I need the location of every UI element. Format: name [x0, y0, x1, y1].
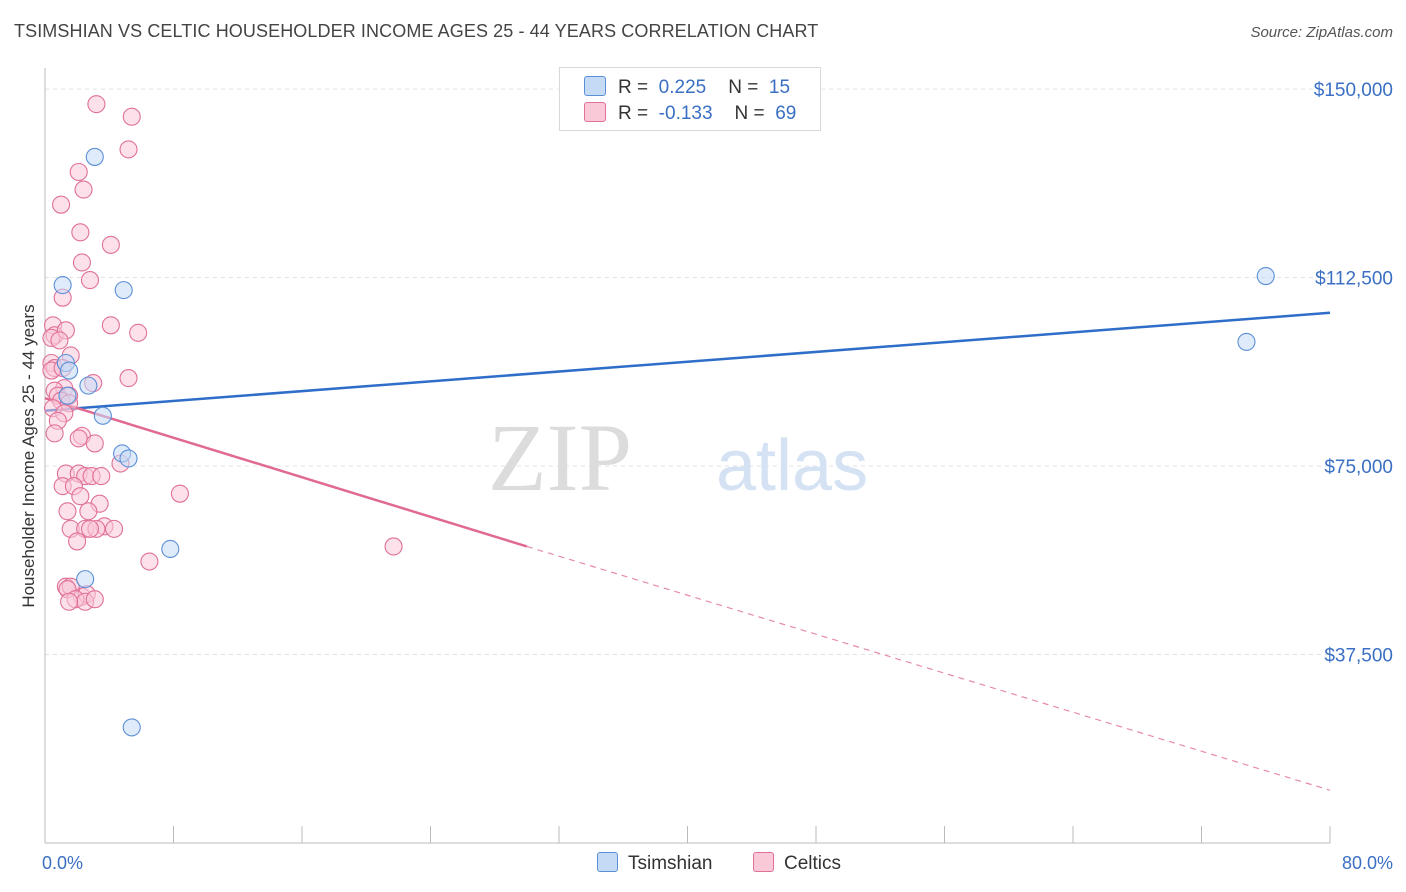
data-point-celtics [69, 429, 88, 448]
data-point-celtics [129, 323, 148, 342]
data-point-tsimshian [79, 376, 98, 395]
y-tick-label: $112,500 [1315, 269, 1393, 290]
data-point-tsimshian [161, 539, 180, 559]
data-points [42, 95, 1275, 737]
trend-line-tsimshian [44, 311, 1331, 412]
legend-r-label: R = [618, 103, 649, 124]
data-point-celtics [80, 271, 100, 290]
data-point-tsimshian [1237, 332, 1256, 351]
data-point-celtics [45, 424, 64, 443]
data-point-celtics [60, 592, 79, 611]
data-point-celtics [71, 487, 90, 506]
trend-line-celtics [44, 396, 528, 548]
data-point-celtics [79, 502, 98, 521]
data-point-celtics [101, 316, 120, 335]
data-point-celtics [92, 467, 111, 486]
series-swatch-tsimshian [597, 852, 618, 872]
legend-n-label: N = [734, 103, 765, 124]
trend-extension-celtics [526, 545, 1331, 791]
chart-title: TSIMSHIAN VS CELTIC HOUSEHOLDER INCOME A… [14, 21, 819, 41]
y-tick-label: $37,500 [1324, 646, 1393, 667]
series-label-tsimshian: Tsimshian [628, 853, 713, 874]
data-point-celtics [69, 162, 88, 182]
data-point-celtics [101, 235, 120, 254]
data-point-celtics [384, 537, 403, 556]
legend-n-label: N = [728, 77, 759, 98]
y-tick-label: $150,000 [1314, 80, 1393, 101]
data-point-celtics [58, 502, 77, 521]
y-tick-label: $75,000 [1324, 457, 1393, 478]
data-point-celtics [68, 532, 87, 551]
data-point-celtics [80, 519, 100, 538]
chart-source: Source: ZipAtlas.com [1250, 24, 1393, 41]
legend-r-value: -0.133 [658, 103, 713, 124]
watermark: ZIP atlas [488, 404, 868, 511]
legend-r-value: 0.225 [658, 77, 707, 98]
data-point-celtics [119, 140, 138, 159]
series-legend: Tsimshian Celtics [0, 852, 1406, 878]
series-legend-celtics[interactable]: Celtics [753, 852, 841, 875]
data-point-celtics [140, 552, 159, 571]
data-point-tsimshian [60, 361, 79, 380]
legend-n-value: 69 [775, 103, 797, 124]
legend-r-label: R = [618, 77, 649, 98]
trend-lines [44, 311, 1331, 791]
watermark-zip: ZIP [488, 404, 632, 511]
data-point-celtics [87, 95, 106, 114]
data-point-tsimshian [114, 281, 133, 300]
correlation-legend: R = 0.225 N = 15 R = -0.133 N = 69 [559, 67, 821, 131]
series-label-celtics: Celtics [784, 853, 842, 874]
data-point-celtics [50, 331, 69, 350]
data-point-celtics [72, 253, 91, 272]
data-point-tsimshian [58, 386, 77, 405]
data-point-celtics [122, 107, 141, 126]
data-point-tsimshian [1256, 267, 1275, 286]
data-point-celtics [105, 519, 124, 538]
data-point-celtics [85, 590, 104, 609]
data-point-tsimshian [93, 406, 112, 425]
legend-swatch-tsimshian [584, 76, 606, 96]
data-point-celtics [52, 195, 71, 214]
data-point-celtics [74, 180, 93, 199]
axes [44, 68, 1331, 844]
watermark-atlas: atlas [716, 426, 868, 506]
data-point-tsimshian [53, 276, 72, 295]
data-point-tsimshian [85, 147, 104, 166]
y-tick-labels: $37,500 $75,000 $112,500 $150,000 [1314, 80, 1393, 666]
x-tick-label-max: 80.0% [1341, 853, 1393, 873]
legend-row-tsimshian: R = 0.225 N = 15 [584, 76, 790, 100]
grid-lines [45, 88, 1330, 656]
series-legend-tsimshian[interactable]: Tsimshian [597, 852, 712, 875]
x-tick-label-min: 0.0% [42, 853, 84, 873]
data-point-tsimshian [76, 570, 95, 589]
legend-swatch-celtics [584, 102, 606, 122]
data-point-celtics [85, 434, 104, 453]
data-point-tsimshian [122, 718, 141, 737]
data-point-tsimshian [119, 449, 138, 468]
data-point-celtics [71, 223, 90, 242]
series-swatch-celtics [753, 852, 774, 872]
legend-row-celtics: R = -0.133 N = 69 [584, 102, 796, 126]
legend-n-value: 15 [768, 77, 791, 98]
data-point-celtics [170, 484, 189, 503]
data-point-celtics [119, 369, 138, 388]
